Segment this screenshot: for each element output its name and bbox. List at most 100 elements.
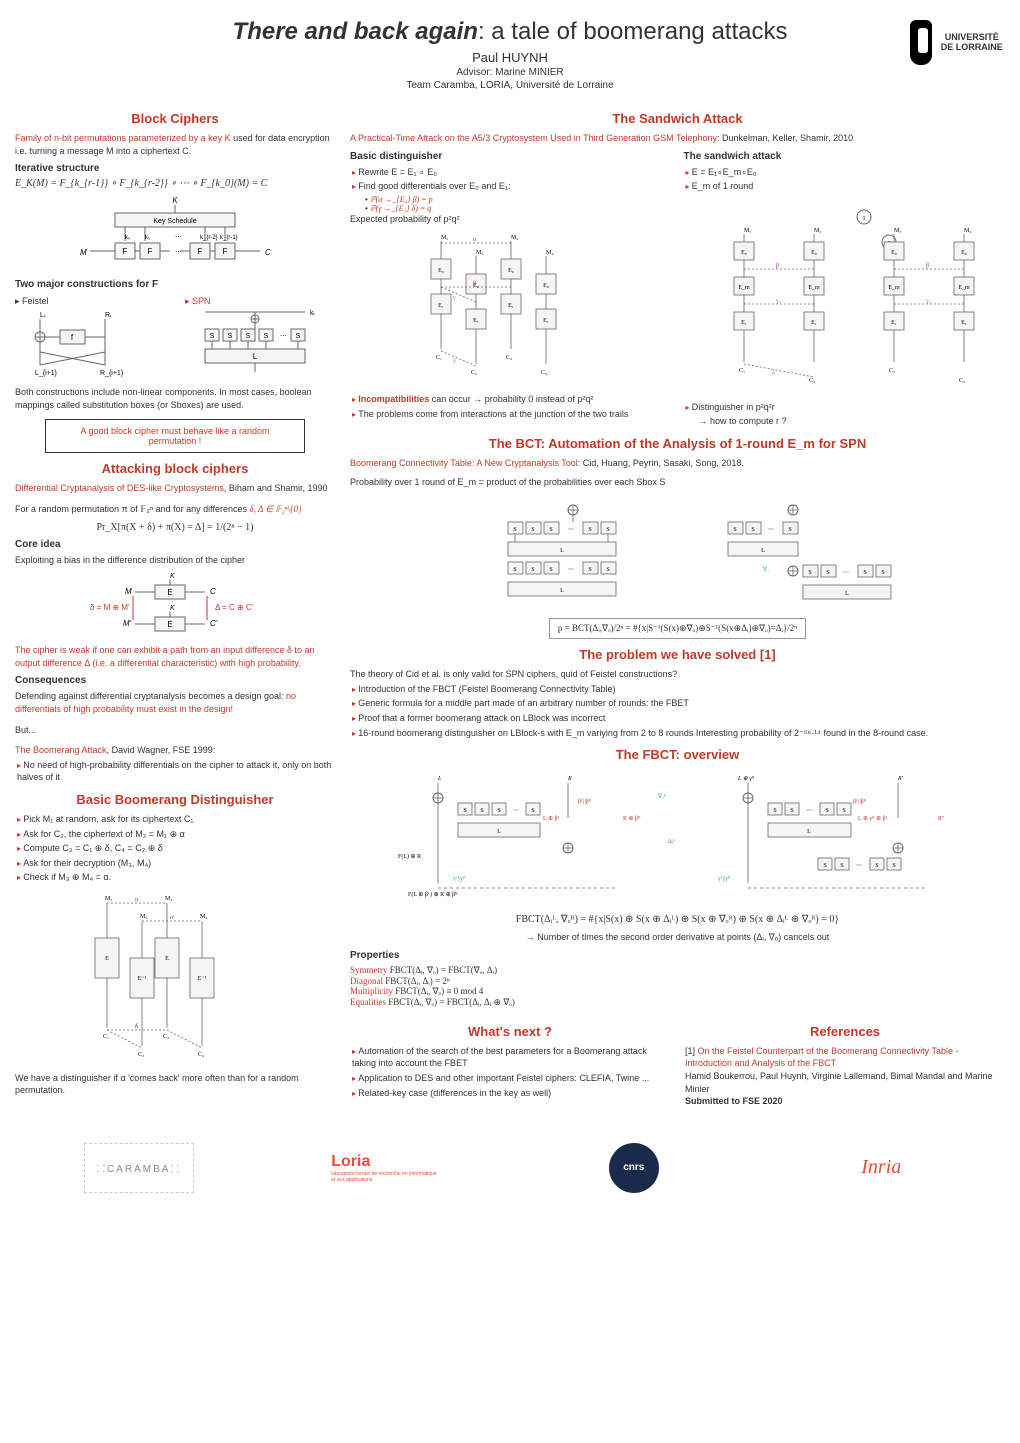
svg-text:E₁: E₁ xyxy=(741,320,747,326)
svg-text:L ⊕ γᴿ ⊕ βᴸ: L ⊕ γᴿ ⊕ βᴸ xyxy=(858,816,889,822)
svg-text:S: S xyxy=(549,567,552,573)
svg-text:S: S xyxy=(246,333,251,340)
diff-crypt-ref: Differential Cryptanalysis of DES-like C… xyxy=(15,482,335,495)
svg-text:C₁: C₁ xyxy=(103,1034,109,1040)
problem-solved-intro: The theory of Cid et al. is only valid f… xyxy=(350,668,1005,681)
svg-text:⋯: ⋯ xyxy=(175,249,182,256)
svg-text:S: S xyxy=(733,527,736,533)
svg-text:⋯: ⋯ xyxy=(280,333,287,340)
svg-text:Lᵢ: Lᵢ xyxy=(40,312,45,319)
feistel-diagram: LᵢRᵢ f L_{i+1}R_{i+1} xyxy=(15,307,135,377)
step-5: Check if M₃ ⊕ M₄ = α. xyxy=(15,871,335,884)
incompat-item: Incompatibilities can occur → probabilit… xyxy=(350,393,672,406)
basic-boomerang-title: Basic Boomerang Distinguisher xyxy=(15,792,335,807)
svg-text:M₄: M₄ xyxy=(200,914,207,920)
svg-text:E: E xyxy=(167,620,172,629)
sandwich-attack-heading: The sandwich attack xyxy=(684,151,1006,162)
sandwich-title: The Sandwich Attack xyxy=(350,111,1005,126)
bct-title: The BCT: Automation of the Analysis of 1… xyxy=(350,436,1005,451)
svg-text:β: β xyxy=(776,263,779,269)
svg-text:α: α xyxy=(473,237,477,243)
svg-text:L: L xyxy=(560,588,564,594)
basic-sandwich-diagram: M₁M₂M₃M₄ E₀ E₀ E₀ E₀ E₁ E₁ E₁ E₁ xyxy=(381,229,641,389)
sandwich-attack-diagram: 1 2 M₁M₂M₃M₄ E₀ E₀ E₀ E₀ E_m E_m E_m E_m… xyxy=(694,197,994,397)
svg-text:S: S xyxy=(823,863,826,869)
footer-logos: ⸬CARAMBA⸬ Loria laboratoire lorrain de r… xyxy=(15,1123,1005,1203)
advisor: Advisor: Marine MINIER xyxy=(15,67,1005,78)
svg-text:R': R' xyxy=(897,776,904,782)
shield-icon xyxy=(910,20,932,65)
svg-text:C₃: C₃ xyxy=(138,1052,144,1058)
svg-text:M₃: M₃ xyxy=(140,914,147,920)
sa-how-compute: → how to compute r ? xyxy=(684,415,1006,428)
cnrs-logo: cnrs xyxy=(579,1143,689,1193)
bd-item-2: Find good differentials over E₀ and E₁: xyxy=(350,180,672,193)
svg-text:⋯: ⋯ xyxy=(568,527,574,533)
svg-text:C₂: C₂ xyxy=(471,370,477,376)
svg-text:γᴸ||γᴿ: γᴸ||γᴿ xyxy=(717,876,731,882)
svg-text:S: S xyxy=(826,570,829,576)
title-rest: : a tale of boomerang attacks xyxy=(478,18,788,45)
consequences-heading: Consequences xyxy=(15,675,335,686)
svg-text:S: S xyxy=(875,863,878,869)
university-logo: UNIVERSITÉ DE LORRAINE xyxy=(910,15,1005,70)
author: Paul HUYNH xyxy=(15,50,1005,65)
svg-text:S: S xyxy=(808,570,811,576)
ps-item-1: Introduction of the FBCT (Feistel Boomer… xyxy=(350,683,1005,696)
svg-text:F: F xyxy=(198,247,203,256)
sa-item-2: E_m of 1 round xyxy=(684,180,1006,193)
svg-text:Δᵢᴸ: Δᵢᴸ xyxy=(668,839,676,845)
svg-text:S: S xyxy=(606,567,609,573)
svg-text:S: S xyxy=(264,333,269,340)
svg-text:F: F xyxy=(223,247,228,256)
properties-list: Symmetry FBCT(Δᵢ, ∇ₒ) = FBCT(∇ₒ, Δᵢ) Dia… xyxy=(350,965,1005,1008)
ps-item-2: Generic formula for a middle part made o… xyxy=(350,697,1005,710)
svg-text:δ: δ xyxy=(453,359,456,365)
svg-text:F(L) ⊕ R: F(L) ⊕ R xyxy=(398,853,421,860)
spn-diagram: kᵢ S S S S ⋯ S L xyxy=(185,307,325,377)
basic-dist-heading: Basic distinguisher xyxy=(350,151,672,162)
boomerang-steps: Pick M₁ at random, ask for its ciphertex… xyxy=(15,813,335,884)
svg-text:S: S xyxy=(210,333,215,340)
svg-text:C₁: C₁ xyxy=(739,368,745,374)
bct-diagram: S S S ⋯ S S L S S ⋯ S L xyxy=(428,492,928,612)
svg-text:M₂: M₂ xyxy=(511,235,518,241)
svg-text:S: S xyxy=(480,808,483,814)
block-ciphers-title: Block Ciphers xyxy=(15,111,335,126)
wn-item-1: Automation of the search of the best par… xyxy=(350,1045,670,1070)
svg-text:S: S xyxy=(228,333,233,340)
svg-text:F: F xyxy=(148,247,153,256)
svg-text:kᵢ: kᵢ xyxy=(310,310,315,317)
svg-text:k₀: k₀ xyxy=(125,235,131,241)
svg-text:k₁: k₁ xyxy=(145,235,150,241)
university-name: UNIVERSITÉ DE LORRAINE xyxy=(938,33,1005,53)
fbct-arrow: → Number of times the second order deriv… xyxy=(350,931,1005,944)
properties-heading: Properties xyxy=(350,950,1005,961)
boomerang-bullet: No need of high-probability differential… xyxy=(15,759,335,784)
svg-text:S: S xyxy=(497,808,500,814)
svg-text:E: E xyxy=(167,588,172,597)
svg-text:S: S xyxy=(840,863,843,869)
poster-header: There and back again: a tale of boomeran… xyxy=(15,10,1005,103)
svg-text:δ: δ xyxy=(772,371,775,377)
svg-text:γ: γ xyxy=(452,295,456,301)
consequences-text: Defending against differential cryptanal… xyxy=(15,690,335,715)
svg-text:S: S xyxy=(296,333,301,340)
attacking-title: Attacking block ciphers xyxy=(15,461,335,476)
svg-text:γᴸ||γᴿ: γᴸ||γᴿ xyxy=(452,876,466,882)
wn-item-3: Related-key case (differences in the key… xyxy=(350,1087,670,1100)
ps-item-3: Proof that a former boomerang attack on … xyxy=(350,712,1005,725)
svg-text:M₃: M₃ xyxy=(894,228,901,234)
svg-text:S: S xyxy=(513,527,516,533)
svg-text:M₃: M₃ xyxy=(476,250,483,256)
feistel-spn-row: ▸ Feistel LᵢRᵢ f L_{i+1}R_{i+1} ▸ SPN k xyxy=(15,296,335,380)
inria-logo: Inria xyxy=(826,1143,936,1193)
expected-prob: Expected probability of p²q² xyxy=(350,213,672,226)
step-4: Ask for their decryption (M₃, M₄) xyxy=(15,857,335,870)
svg-text:S: S xyxy=(842,808,845,814)
svg-text:E: E xyxy=(165,956,169,962)
svg-text:L: L xyxy=(845,591,849,597)
svg-text:E⁻¹: E⁻¹ xyxy=(138,976,147,982)
basic-distinguisher-block: Basic distinguisher Rewrite E = E₁ ∘ E₀ … xyxy=(350,145,672,428)
svg-text:R: R xyxy=(567,776,572,782)
